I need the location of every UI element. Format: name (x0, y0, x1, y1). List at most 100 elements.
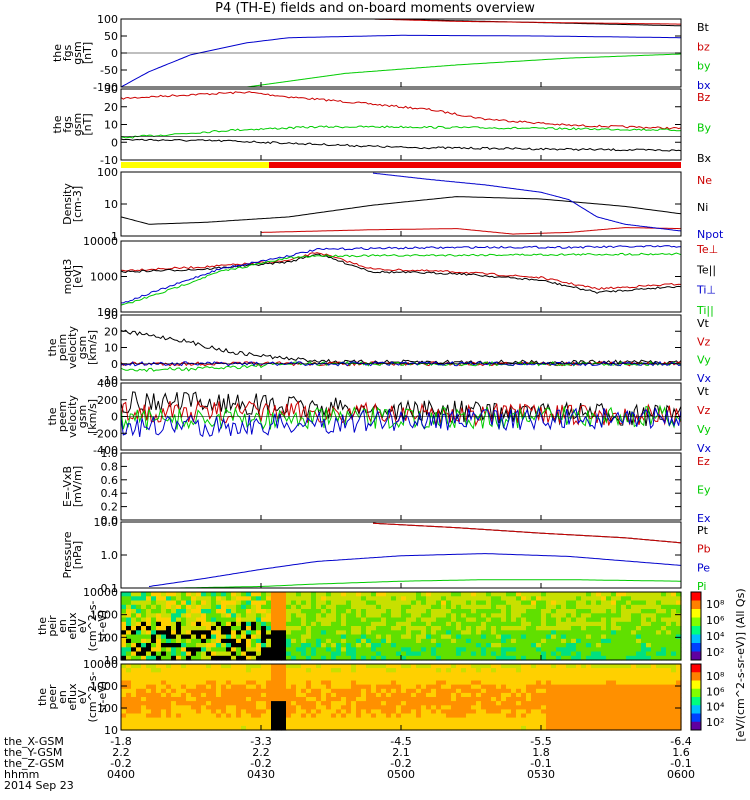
p8-series-2 (148, 553, 682, 587)
p9-cell (186, 638, 192, 644)
p10-cell (181, 713, 187, 719)
p10-cell (541, 721, 547, 727)
p9-cell (436, 634, 442, 640)
p9-cell (381, 626, 387, 631)
p10-cell (381, 676, 387, 682)
p9-cell (641, 609, 647, 614)
p9-cell (231, 638, 237, 644)
p10-cell (406, 664, 412, 669)
p9-cell (371, 647, 377, 653)
p9-cell (361, 596, 367, 602)
p9-cell (386, 613, 392, 619)
p9-cell (516, 638, 522, 644)
p9-cell (496, 626, 502, 631)
p10-cell (471, 713, 477, 719)
colorbar-upper-stop (691, 592, 701, 601)
p9-cell (536, 592, 542, 597)
p10-cell (536, 668, 542, 673)
p10-cell (226, 721, 232, 727)
p10-cell (226, 705, 232, 710)
p9-cell (581, 592, 587, 597)
p10-cell (306, 701, 312, 706)
p10-cell (321, 697, 327, 702)
p9-cell (666, 655, 672, 661)
p9-cell (641, 651, 647, 657)
p10-cell (166, 697, 172, 702)
p10-cell (171, 717, 177, 723)
p10-cell (431, 672, 437, 677)
p10-cell (576, 705, 582, 710)
p10-cell (661, 697, 667, 702)
p10-cell (521, 705, 527, 710)
p10-cell (596, 684, 602, 690)
p9-cell (151, 596, 157, 602)
p9-cell (241, 647, 247, 653)
p9-cell (556, 621, 562, 627)
p9-cell (271, 655, 277, 661)
p10-cell (356, 668, 362, 673)
p10-cell (401, 697, 407, 702)
p10-cell (241, 709, 247, 715)
p9-cell (181, 651, 187, 657)
p10-cell (416, 721, 422, 727)
colorbar-upper-tick: 10⁸ (706, 598, 725, 611)
p10-cell (366, 676, 372, 682)
p9-cell (366, 643, 372, 648)
p10-cell (276, 725, 282, 731)
colorbar-lower-tick: 10⁸ (706, 670, 725, 683)
p9-cell (176, 626, 182, 631)
p10-cell (216, 717, 222, 723)
p9-cell (386, 617, 392, 623)
p9-cell (341, 609, 347, 614)
p9-cell (236, 604, 242, 610)
p9-cell (656, 604, 662, 610)
p10-cell (541, 668, 547, 673)
p10-cell (436, 709, 442, 715)
p10-cell (361, 672, 367, 677)
p9-cell (411, 651, 417, 657)
p9-cell (446, 592, 452, 597)
p9-cell (341, 647, 347, 653)
p10-cell (466, 684, 472, 690)
p10-cell (351, 697, 357, 702)
p9-cell (666, 626, 672, 631)
p9-cell (551, 651, 557, 657)
p9-cell (636, 617, 642, 623)
p9-cell (636, 643, 642, 648)
p10-cell (626, 717, 632, 723)
p10-cell (406, 701, 412, 706)
footer-row-value: -0.1 (670, 757, 691, 770)
p10-cell (426, 705, 432, 710)
p9-cell (476, 638, 482, 644)
p10-cell (151, 717, 157, 723)
p9-cell (141, 651, 147, 657)
p10-ylabel-line: peer (46, 684, 59, 710)
p9-cell (146, 609, 152, 614)
p6-ylabel-line: the (46, 407, 59, 425)
p9-cell (556, 604, 562, 610)
p9-cell (516, 609, 522, 614)
p9-cell (591, 651, 597, 657)
p9-cell (261, 651, 267, 657)
p10-cell (576, 680, 582, 686)
p10-cell (276, 705, 282, 710)
p10-cell (606, 668, 612, 673)
p9-cell (396, 617, 402, 623)
p10-cell (511, 705, 517, 710)
p10-cell (476, 721, 482, 727)
p9-cell (416, 613, 422, 619)
p10-cell (196, 701, 202, 706)
p9-cell (136, 630, 142, 636)
p10-cell (191, 688, 197, 694)
p9-cell (666, 647, 672, 653)
p10-cell (281, 721, 287, 727)
p9-cell (211, 643, 217, 648)
p10-cell (456, 697, 462, 702)
p10-cell (531, 713, 537, 719)
p10-cell (496, 697, 502, 702)
p10-cell (131, 697, 137, 702)
p9-cell (136, 621, 142, 627)
p10-cell (231, 705, 237, 710)
p9-cell (611, 655, 617, 661)
p10-cell (496, 672, 502, 677)
